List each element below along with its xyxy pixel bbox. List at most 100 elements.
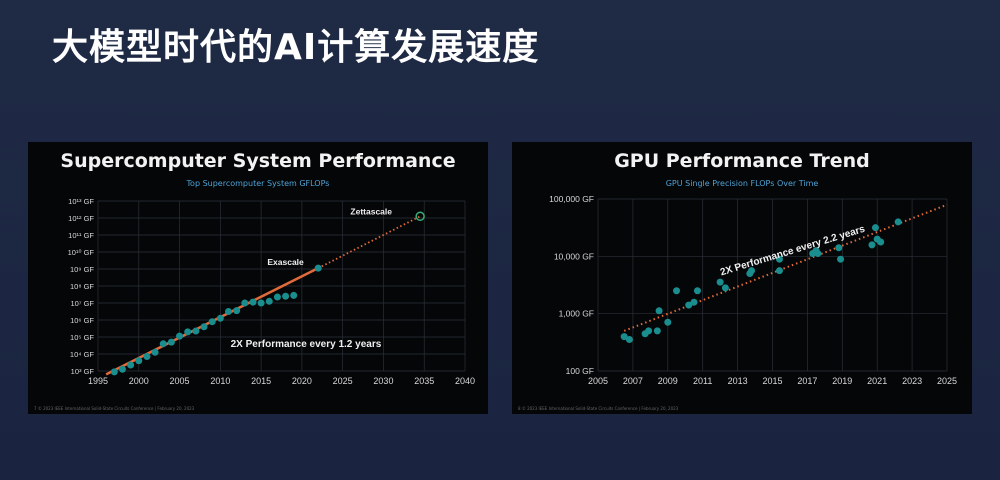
supercomputer-chart: 1995 2000 2005 2010 2015 2020 2025 2030 2035 2040… — [68, 197, 475, 386]
data-point — [216, 314, 224, 322]
y-tick-label: 10³ GF — [71, 367, 95, 376]
supercomputer-chart-subtitle: Top Supercomputer System GFLOPs — [186, 179, 330, 188]
gpu-chart-subtitle: GPU Single Precision FLOPs Over Time — [665, 179, 819, 188]
data-point — [877, 238, 885, 246]
data-point — [192, 327, 200, 335]
data-point — [118, 365, 126, 373]
data-point — [208, 318, 216, 326]
data-point — [143, 353, 151, 361]
data-point — [135, 357, 143, 365]
data-point — [290, 291, 298, 299]
gpu-chart: 2005 2007 2009 2011 2013 2015 2017 2019 2021 2023… — [549, 194, 957, 386]
data-point — [127, 361, 135, 369]
data-point — [748, 267, 756, 275]
gpu-chart-title: GPU Performance Trend — [614, 150, 870, 172]
data-point — [775, 255, 783, 263]
supercomputer-chart-title: Supercomputer System Performance — [60, 150, 456, 172]
trend-line — [623, 203, 948, 332]
data-point — [167, 338, 175, 346]
chart-annotation: Exascale — [267, 257, 304, 267]
x-tick-label: 2007 — [623, 376, 643, 386]
data-point — [837, 255, 845, 263]
y-tick-label: 10¹² GF — [68, 214, 94, 223]
slide-footer-right: 8 © 2023 IEEE International Solid-State … — [518, 406, 679, 411]
data-point — [693, 287, 701, 295]
x-tick-label: 2011 — [693, 376, 712, 386]
data-point — [265, 297, 273, 305]
data-point — [814, 249, 822, 257]
y-tick-label: 10⁹ GF — [70, 265, 94, 274]
data-point — [894, 218, 902, 226]
x-tick-label: 2030 — [373, 376, 393, 386]
x-tick-label: 2021 — [867, 376, 887, 386]
y-tick-label: 10⁴ GF — [70, 350, 94, 359]
x-tick-label: 2010 — [210, 376, 230, 386]
x-tick-label: 2025 — [333, 376, 353, 386]
x-tick-label: 2017 — [797, 376, 817, 386]
data-point — [620, 333, 628, 341]
y-tick-label: 10⁸ GF — [70, 282, 94, 291]
data-point — [257, 299, 265, 307]
y-tick-label: 10¹³ GF — [68, 197, 94, 206]
y-tick-label: 10⁵ GF — [70, 333, 94, 342]
x-tick-label: 2000 — [129, 376, 149, 386]
x-tick-label: 2040 — [455, 376, 475, 386]
data-point — [159, 340, 167, 348]
data-point — [273, 293, 281, 301]
chart-annotation: 2X Performance every 2.2 years — [719, 224, 867, 279]
x-tick-label: 2013 — [728, 376, 748, 386]
x-tick-label: 2015 — [762, 376, 782, 386]
data-point — [224, 308, 232, 315]
data-point — [835, 244, 843, 252]
x-tick-label: 2023 — [902, 376, 922, 386]
data-point — [655, 307, 663, 315]
x-tick-label: 2015 — [251, 376, 271, 386]
data-point — [645, 327, 653, 335]
data-point — [110, 368, 118, 376]
slide-footer-left: 7 © 2023 IEEE International Solid-State … — [34, 406, 195, 411]
x-tick-label: 2005 — [170, 376, 190, 386]
supercomputer-chart-panel: Supercomputer System Performance Top Sup… — [28, 142, 488, 414]
data-point — [249, 298, 257, 306]
x-tick-label: 1995 — [88, 376, 108, 386]
data-point — [241, 299, 249, 307]
y-tick-label: 10¹⁰ GF — [68, 248, 95, 257]
data-point — [871, 224, 879, 232]
data-point — [314, 264, 322, 272]
y-tick-label: 100 GF — [566, 366, 594, 376]
data-point — [775, 267, 783, 275]
gpu-chart-panel: GPU Performance Trend GPU Single Precisi… — [512, 142, 972, 414]
data-point — [721, 284, 729, 292]
y-tick-label: 10,000 GF — [554, 251, 594, 261]
y-tick-label: 10¹¹ GF — [68, 231, 94, 240]
data-point — [233, 307, 241, 315]
data-point — [868, 241, 876, 249]
chart-annotation: 2X Performance every 1.2 years — [231, 339, 382, 350]
data-point — [200, 323, 208, 331]
data-point — [184, 328, 192, 336]
x-tick-label: 2009 — [658, 376, 678, 386]
data-point — [685, 301, 693, 309]
data-point — [625, 335, 633, 343]
data-point — [664, 318, 672, 326]
y-tick-label: 10⁷ GF — [70, 299, 94, 308]
data-point — [716, 278, 724, 286]
data-point — [690, 298, 698, 306]
data-point — [653, 327, 661, 335]
zettascale-marker — [415, 211, 425, 222]
y-tick-label: 10⁶ GF — [70, 316, 94, 325]
projection-line — [317, 215, 421, 269]
y-tick-label: 1,000 GF — [559, 309, 594, 319]
x-tick-label: 2025 — [937, 376, 957, 386]
data-point — [282, 292, 290, 300]
data-point — [176, 332, 184, 340]
x-tick-label: 2035 — [414, 376, 434, 386]
x-tick-label: 2020 — [292, 376, 312, 386]
page-title: 大模型时代的AI计算发展速度 — [52, 27, 540, 68]
y-tick-label: 100,000 GF — [549, 194, 594, 204]
data-point — [151, 348, 159, 356]
chart-annotation: Zettascale — [350, 207, 392, 217]
x-tick-label: 2019 — [832, 376, 852, 386]
x-tick-label: 2005 — [588, 376, 608, 386]
data-point — [673, 287, 681, 295]
